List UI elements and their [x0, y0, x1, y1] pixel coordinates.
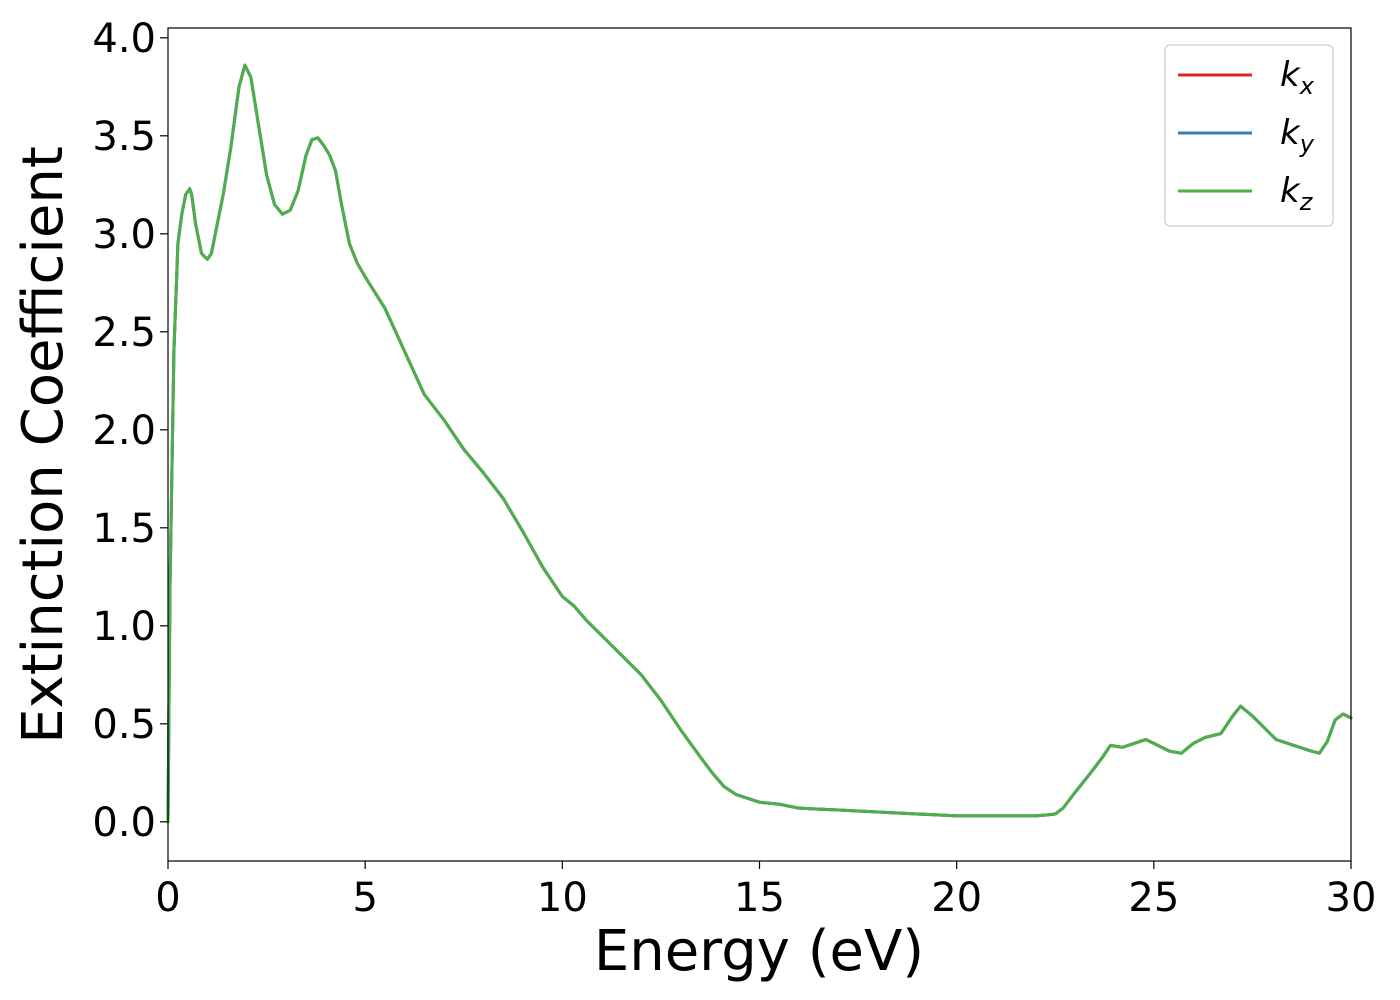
legend-label-ky: ky	[1280, 113, 1315, 158]
legend-label-kz: kz	[1280, 171, 1314, 216]
y-tick-label: 2.5	[92, 310, 156, 356]
ticks-layer: 0 5 10 15 20 25 30 0.0 0.5 1.0 1.5 2.0 2.5 3.0 3.5 4.0	[92, 16, 1376, 921]
x-tick-label: 0	[155, 875, 180, 921]
y-tick-label: 1.5	[92, 506, 156, 552]
x-tick-label: 20	[931, 875, 982, 921]
series-layer	[166, 63, 1353, 824]
y-tick-label: 0.0	[92, 800, 156, 846]
y-tick-label: 0.5	[92, 702, 156, 748]
y-tick-label: 3.5	[92, 114, 156, 160]
series-line-kz	[166, 63, 1353, 824]
legend-box	[1164, 44, 1334, 227]
x-tick-label: 5	[352, 875, 377, 921]
x-tick-label: 10	[537, 875, 588, 921]
legend: kx ky kz	[1164, 44, 1334, 227]
x-tick-label: 15	[734, 875, 785, 921]
y-tick-label: 4.0	[92, 16, 156, 62]
x-tick-label: 30	[1326, 875, 1377, 921]
y-tick-label: 2.0	[92, 408, 156, 454]
y-axis-title: Extinction Coefficient	[11, 146, 76, 744]
y-tick-label: 3.0	[92, 212, 156, 258]
y-tick-label: 1.0	[92, 604, 156, 650]
x-axis-title: Energy (eV)	[594, 919, 924, 984]
legend-label-kx: kx	[1280, 55, 1315, 100]
x-tick-label: 25	[1128, 875, 1179, 921]
